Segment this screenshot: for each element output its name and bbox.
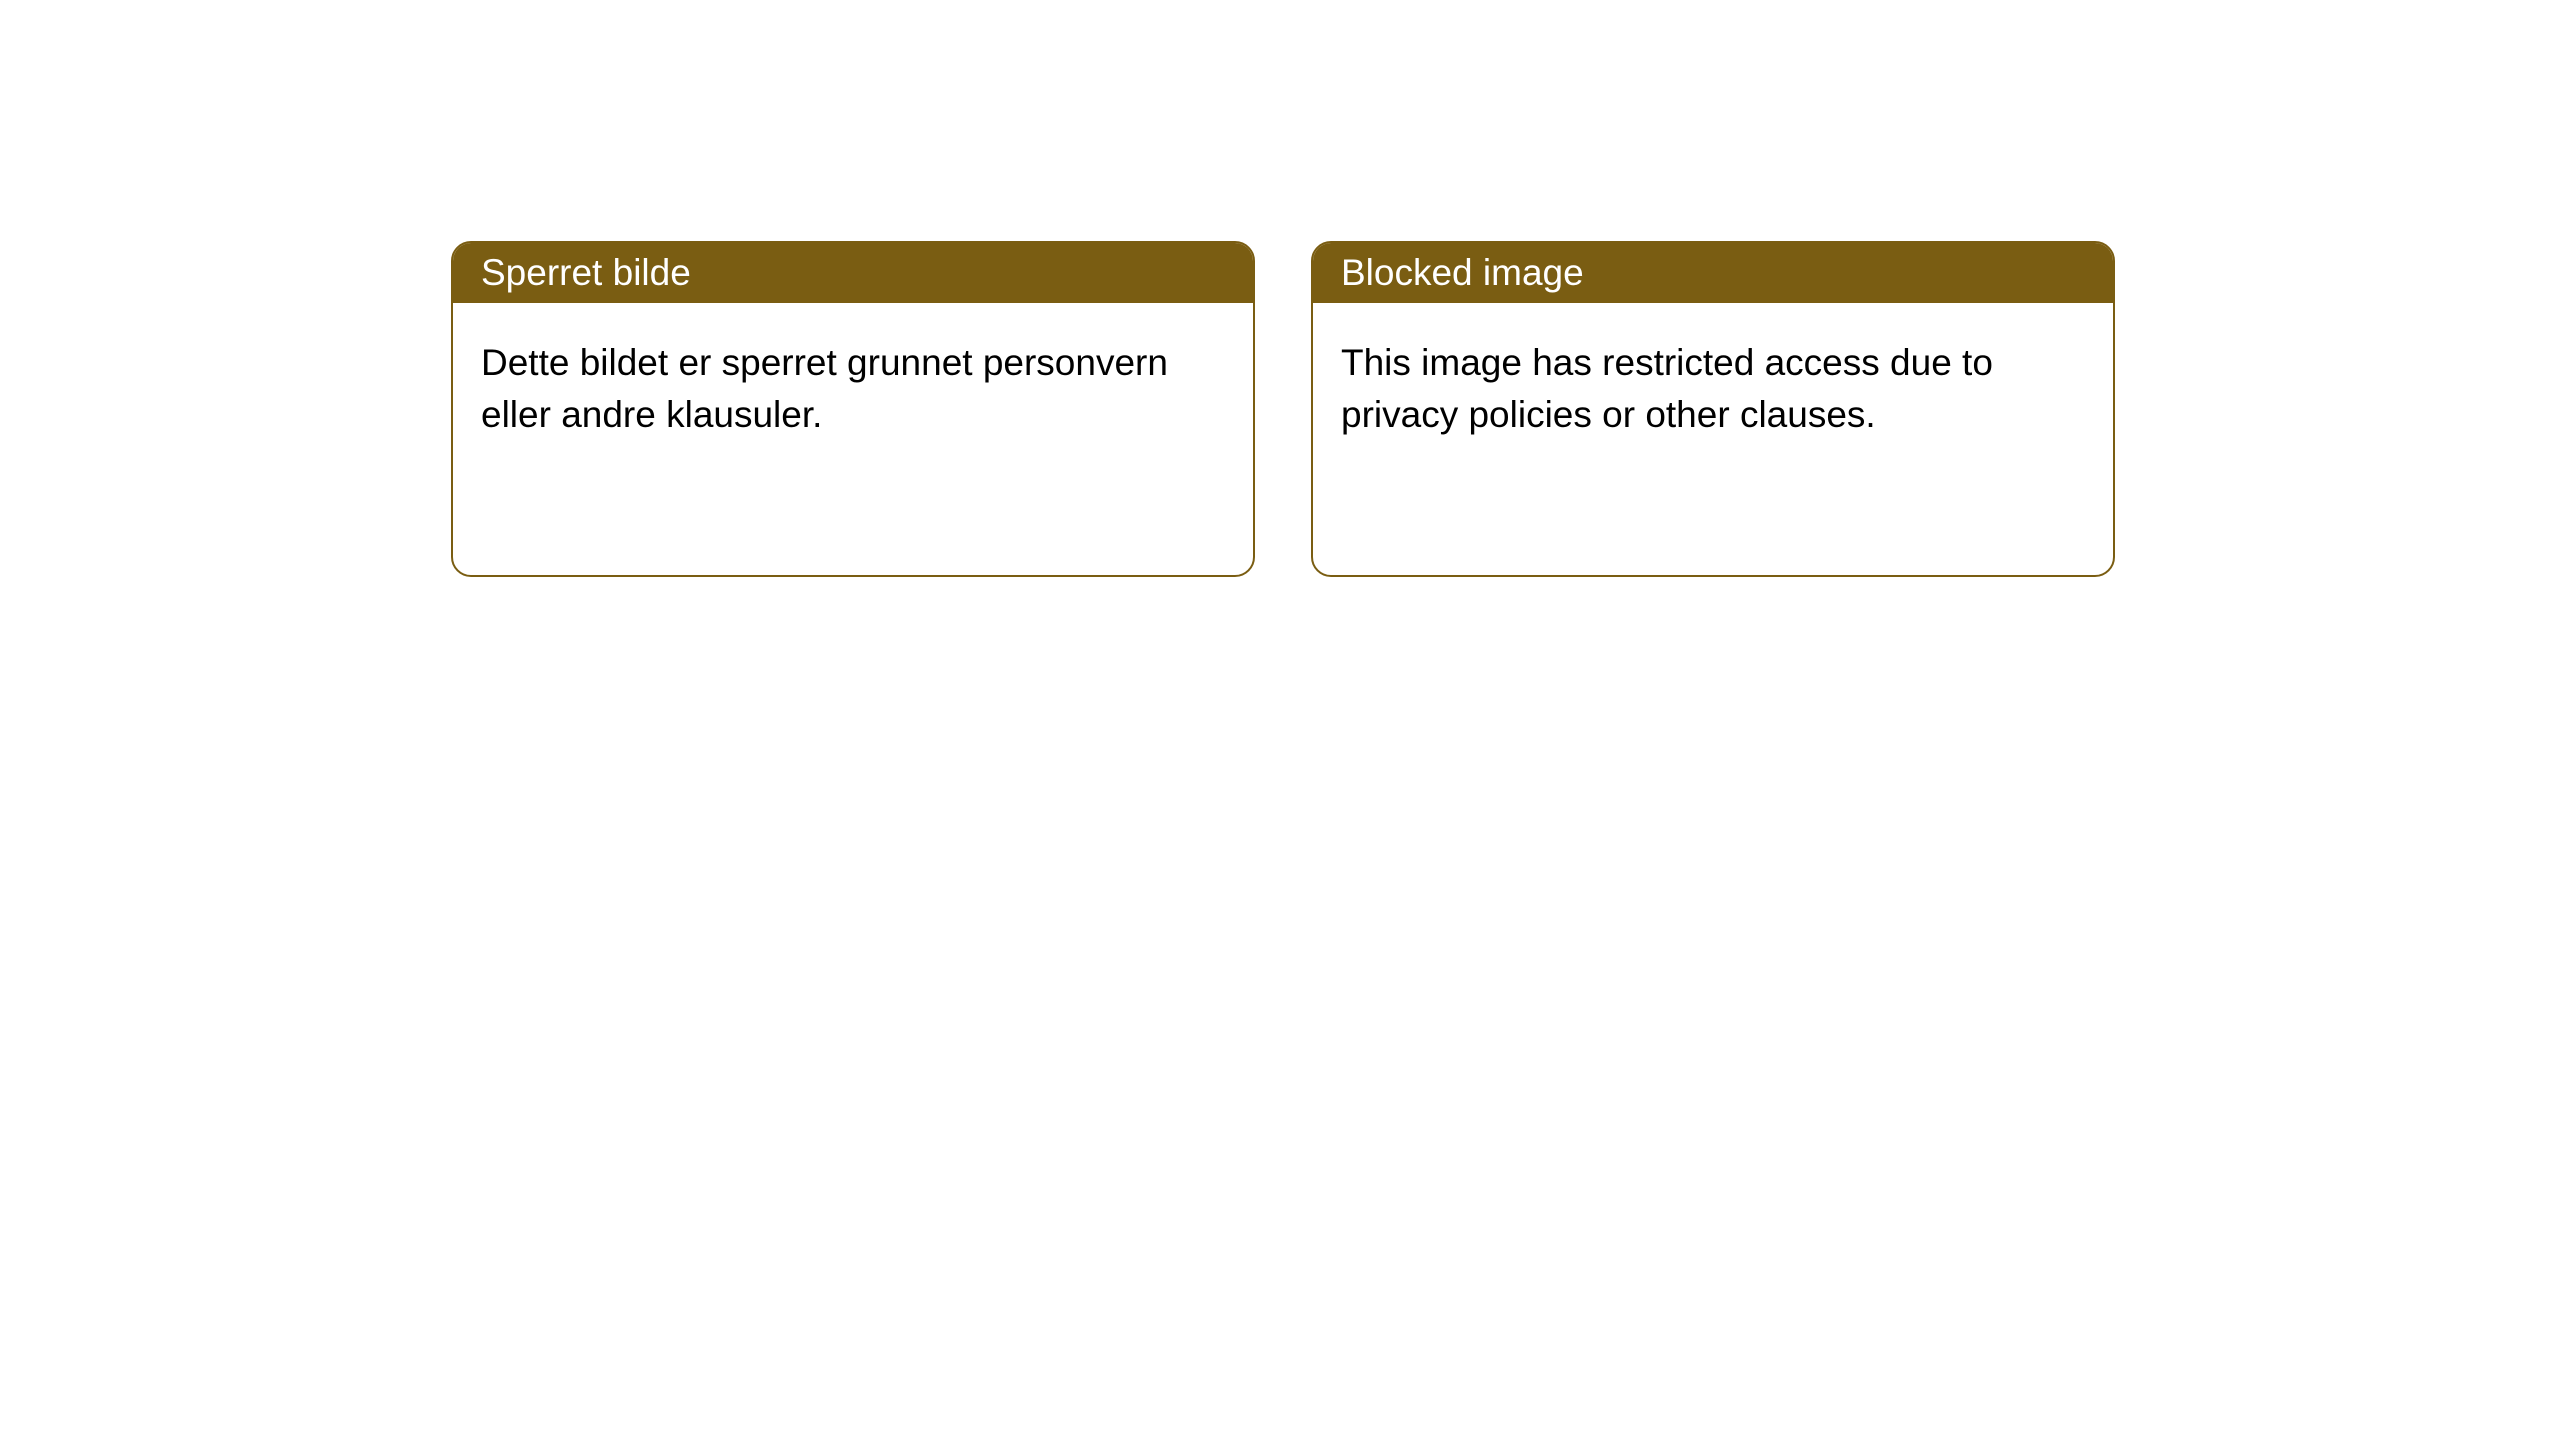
card-body-text: This image has restricted access due to … [1341,342,1993,435]
card-header: Sperret bilde [453,243,1253,303]
card-title: Sperret bilde [481,252,691,294]
card-body: Dette bildet er sperret grunnet personve… [453,303,1253,475]
card-body-text: Dette bildet er sperret grunnet personve… [481,342,1168,435]
notice-card-english: Blocked image This image has restricted … [1311,241,2115,577]
card-body: This image has restricted access due to … [1313,303,2113,475]
notice-cards-container: Sperret bilde Dette bildet er sperret gr… [0,0,2560,577]
card-header: Blocked image [1313,243,2113,303]
notice-card-norwegian: Sperret bilde Dette bildet er sperret gr… [451,241,1255,577]
card-title: Blocked image [1341,252,1584,294]
